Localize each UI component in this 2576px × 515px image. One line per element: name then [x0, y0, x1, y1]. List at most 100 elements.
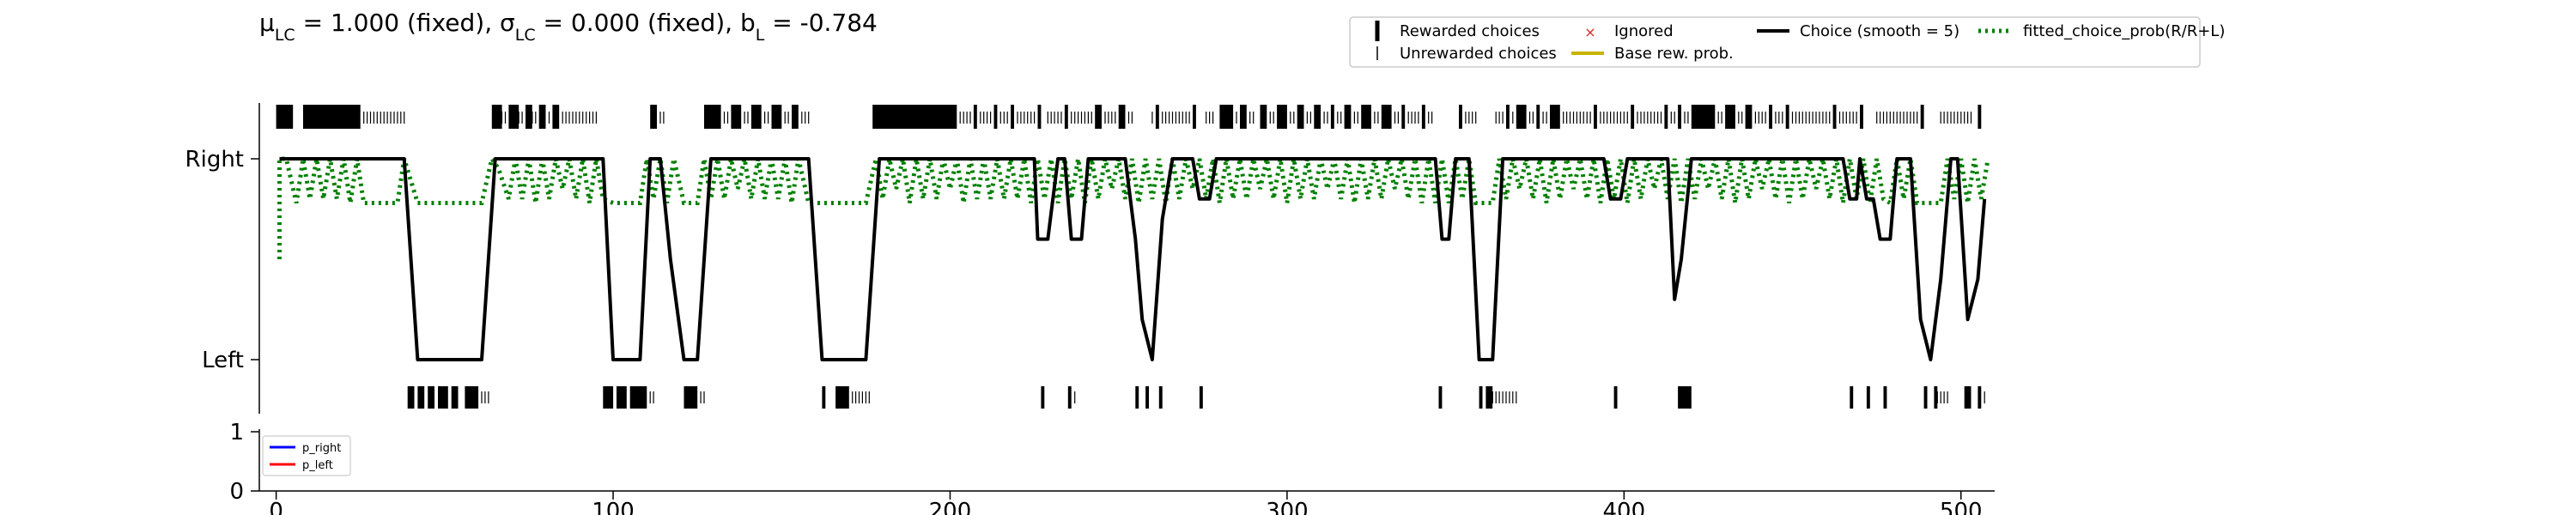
rewarded-right-choice [1361, 105, 1371, 129]
rewarded-right-choice [1297, 105, 1304, 129]
rewarded-right-choice [750, 105, 762, 129]
rewarded-right-choice [1240, 105, 1247, 129]
chart-title: μLC = 1.000 (fixed), σLC = 0.000 (fixed)… [259, 9, 878, 45]
x-axis-ticks: 0 100 200 300 400 500 [269, 491, 1983, 515]
rewarded-right-choice [872, 105, 957, 129]
rewarded-right-choice [1277, 105, 1287, 129]
rewarded-left-choice [1678, 386, 1692, 409]
rewarded-left-choice [822, 386, 826, 409]
rewarded-left-choice [1145, 386, 1149, 409]
rewarded-left-choice [1964, 386, 1971, 409]
rewarded-left-choice [1485, 386, 1493, 409]
rewarded-right-choice [1118, 105, 1126, 129]
rewarded-left-choice [1479, 386, 1483, 409]
x-tick-label: 200 [929, 499, 972, 515]
rewarded-left-choice [603, 386, 614, 409]
x-tick-label: 100 [592, 499, 635, 515]
rewarded-left-choice [1934, 386, 1938, 409]
legend-rewarded-label: Rewarded choices [1400, 22, 1540, 40]
rewarded-right-choice [1745, 105, 1753, 129]
rewarded-right-choice [1314, 105, 1321, 129]
rewarded-left-choice [407, 386, 415, 409]
x-tick-label: 400 [1603, 499, 1646, 515]
rewarded-right-choice [526, 105, 532, 129]
rewarded-right-choice [973, 105, 977, 129]
title-text: b [740, 9, 756, 37]
legend-ignored-x-icon: × [1584, 24, 1595, 40]
rewarded-right-choice [1330, 105, 1334, 129]
rewarded-right-choice [538, 105, 546, 129]
rewarded-left-choice [1438, 386, 1443, 409]
rewarded-right-choice [1011, 105, 1014, 129]
rewarded-left-choice [1199, 386, 1203, 409]
rewarded-left-choice [1866, 386, 1870, 409]
x-tick-label: 300 [1266, 499, 1309, 515]
rewarded-left-choice [438, 386, 448, 409]
rewarded-right-choice [1860, 105, 1863, 129]
rewarded-right-choice [508, 105, 519, 129]
rewarded-left-choice [1067, 386, 1072, 409]
rewarded-right-choice [1037, 105, 1042, 129]
legend-unrewarded-label: Unrewarded choices [1400, 45, 1557, 63]
fitted-choice-prob-line [277, 153, 1990, 259]
rewarded-left-choice [1041, 386, 1045, 409]
legend-p-left-label: p_left [302, 459, 333, 472]
rewarded-right-choice [1631, 105, 1635, 129]
title-text: L [756, 26, 765, 45]
rewarded-right-choice [1691, 105, 1716, 129]
y-axis-ticks: Right Left [185, 147, 259, 373]
rewarded-left-choice [629, 386, 647, 409]
title-text: LC [515, 26, 536, 45]
rewarded-right-choice [993, 105, 998, 129]
rewarded-right-choice [1550, 105, 1560, 129]
choice-smooth-line [279, 157, 1987, 361]
legend-base-prob-label: Base rew. prob. [1614, 45, 1734, 63]
rewarded-right-choice [552, 105, 560, 129]
rewarded-right-choice [1421, 105, 1425, 129]
rewarded-right-choice [1785, 105, 1789, 129]
rewarded-right-choice [792, 105, 799, 129]
rewarded-right-choice [1401, 105, 1406, 129]
rewarded-left-choice [1158, 386, 1163, 409]
rewarded-right-choice [1769, 105, 1772, 129]
rewarded-left-choice [451, 386, 459, 409]
title-text: = 1.000 (fixed), [295, 9, 500, 37]
title-text: LC [275, 26, 295, 45]
rewarded-right-choice [771, 105, 782, 129]
rewarded-right-choice [276, 105, 294, 129]
legend-p-right-label: p_right [302, 442, 341, 455]
rewarded-right-choice [303, 105, 361, 129]
rewarded-right-choice [704, 105, 721, 129]
rewarded-left-choice [417, 386, 425, 409]
rewarded-left-choice [1923, 386, 1928, 409]
chart-legend: Rewarded choices Unrewarded choices × Ig… [1349, 16, 2225, 68]
bottom-y-tick-label: 0 [229, 479, 244, 505]
rewarded-right-choice [1155, 105, 1159, 129]
title-text: μ [259, 9, 275, 37]
rewarded-right-choice [1725, 105, 1735, 129]
rewarded-right-choice [1594, 105, 1597, 129]
y-tick-label-left: Left [202, 348, 244, 373]
legend-fitted-prob-label: fitted_choice_prob(R/R+L) [2023, 22, 2225, 40]
legend-ignored-label: Ignored [1614, 22, 1674, 40]
rewarded-right-choice [1193, 105, 1196, 129]
rewarded-right-choice [1381, 105, 1392, 129]
title-text: σ [500, 9, 515, 37]
title-text: = -0.784 [764, 9, 878, 37]
rewarded-left-choice [1850, 386, 1854, 409]
title-text: = 0.000 (fixed), [536, 9, 740, 37]
rewarded-right-choice [1095, 105, 1102, 129]
rewarded-right-choice [731, 105, 742, 129]
rewarded-right-choice [1920, 105, 1924, 129]
y-tick-label-right: Right [185, 147, 244, 173]
rewarded-left-choice [683, 386, 698, 409]
rewarded-right-choice [491, 105, 502, 129]
bottom-y-tick-label: 1 [229, 420, 244, 445]
legend-choice-label: Choice (smooth = 5) [1800, 22, 1959, 40]
rewarded-left-choice [1978, 386, 1982, 409]
rewarded-right-choice [650, 105, 657, 129]
rewarded-left-choice [835, 386, 849, 409]
rewarded-right-choice [1678, 105, 1681, 129]
rewarded-left-choice [1613, 386, 1618, 409]
